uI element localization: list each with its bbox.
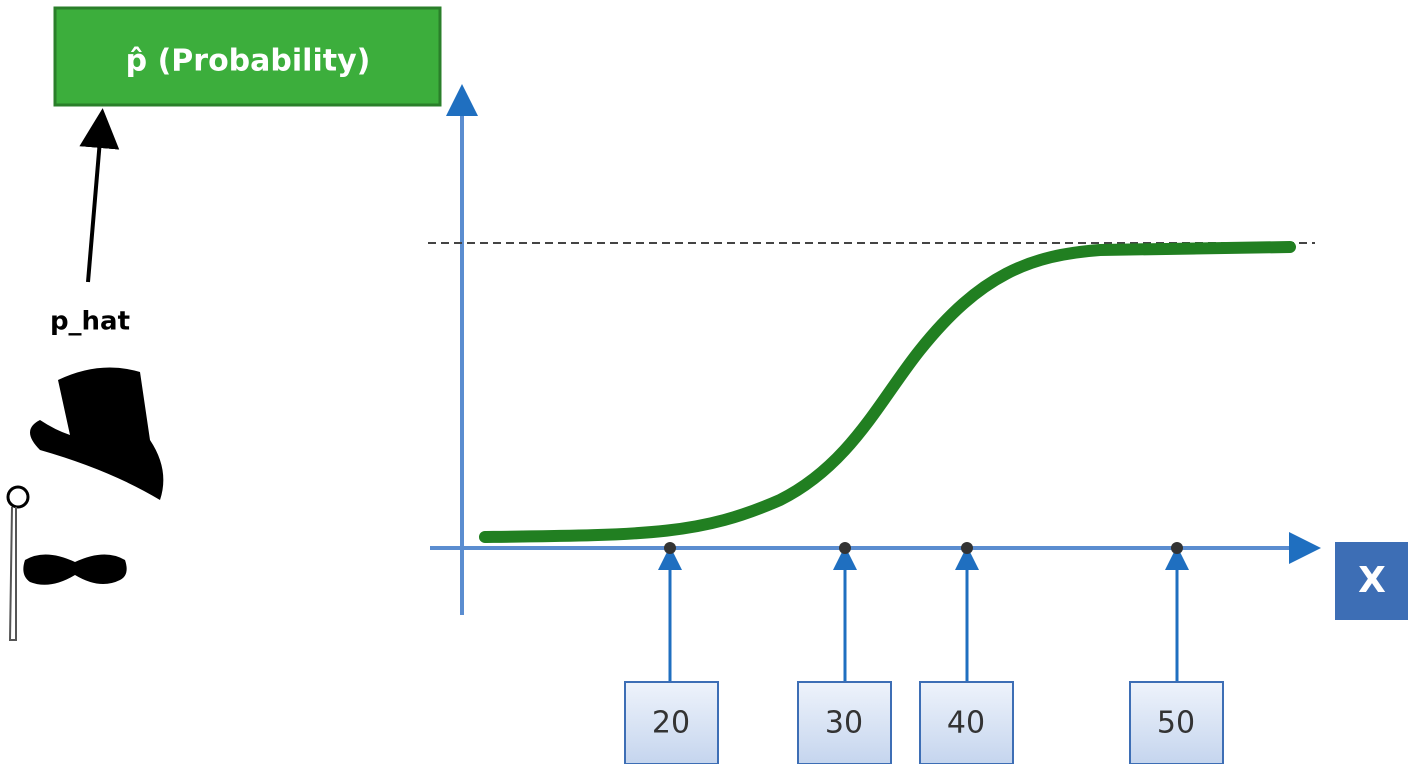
input-label: 50: [1157, 706, 1195, 741]
input-40: 40: [920, 542, 1013, 764]
input-20: 20: [625, 542, 718, 764]
page: Logistic curve diagram html, body { marg…: [0, 0, 1408, 764]
sigmoid-curve: [485, 247, 1290, 537]
x-point: [839, 542, 851, 554]
x-point: [961, 542, 973, 554]
output-arrow: [88, 128, 101, 282]
gentleman-icon: [8, 368, 163, 641]
page-body: {"probability_box": {"label": "p̂ (Proba…: [0, 0, 1408, 764]
output-label: p_hat: [50, 307, 130, 337]
x-label: X: [1358, 560, 1386, 601]
diagram: p̂ (Probability) p_hat X 20 30 40: [0, 0, 1408, 764]
input-30: 30: [798, 542, 891, 764]
input-50: 50: [1130, 542, 1223, 764]
input-label: 30: [825, 706, 863, 741]
x-point: [664, 542, 676, 554]
input-label: 40: [947, 706, 985, 741]
probability-label: p̂ (Probability): [126, 44, 371, 79]
input-label: 20: [652, 706, 690, 741]
x-point: [1171, 542, 1183, 554]
